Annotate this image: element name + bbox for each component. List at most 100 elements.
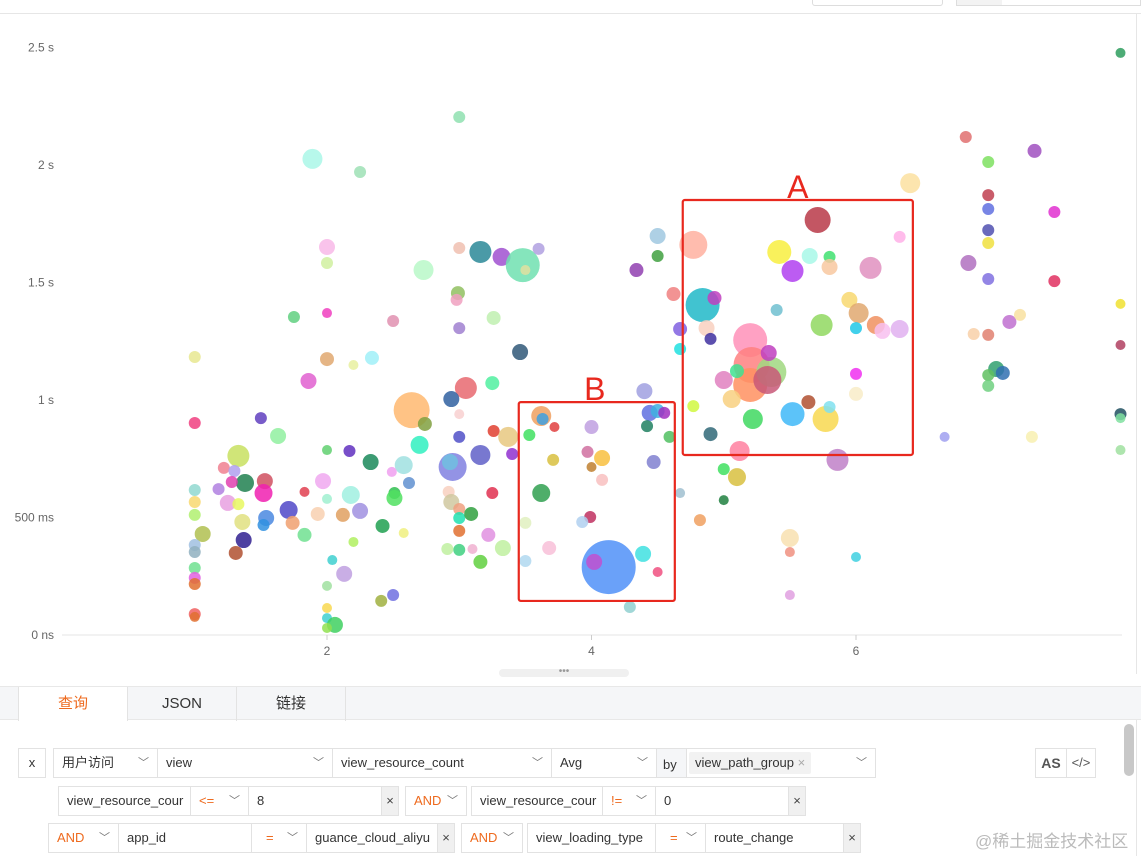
filter-operator[interactable]: <= ﹀ bbox=[190, 786, 249, 816]
filter-operator[interactable]: != ﹀ bbox=[602, 786, 656, 816]
bubble-point bbox=[982, 155, 995, 168]
bubble-point bbox=[188, 417, 201, 430]
bubble-point bbox=[780, 402, 805, 427]
bubble-point bbox=[826, 448, 849, 471]
y-tick-label: 2 s bbox=[38, 158, 54, 172]
chevron-down-icon: ﹀ bbox=[503, 832, 514, 844]
bubble-point bbox=[1002, 314, 1017, 329]
bubble-point bbox=[849, 386, 863, 401]
filter-field[interactable]: app_id bbox=[118, 823, 252, 853]
bubble-point bbox=[453, 111, 466, 124]
bubble-point bbox=[623, 601, 636, 614]
bubble-point bbox=[486, 487, 499, 500]
y-tick-label: 1 s bbox=[38, 393, 54, 407]
remove-query-button[interactable]: x bbox=[18, 748, 46, 778]
bubble-point bbox=[636, 383, 653, 400]
bubble-point bbox=[441, 542, 454, 555]
bubble-point bbox=[287, 311, 300, 324]
tag-close-icon[interactable]: × bbox=[797, 755, 806, 770]
bubble-point bbox=[549, 422, 560, 433]
bubble-point bbox=[235, 532, 252, 549]
filter-value[interactable]: 8 bbox=[248, 786, 382, 816]
bubble-point bbox=[319, 239, 335, 256]
bubble-point bbox=[581, 540, 636, 595]
bubble-point bbox=[850, 367, 862, 380]
filter-operator[interactable]: = ﹀ bbox=[655, 823, 706, 853]
bubble-point bbox=[982, 328, 995, 341]
bubble-point bbox=[188, 484, 201, 497]
bubble-point bbox=[467, 543, 478, 554]
bubble-point bbox=[893, 230, 906, 243]
bubble-point bbox=[995, 365, 1010, 380]
operator-value: = bbox=[266, 830, 274, 845]
bubble-point bbox=[673, 322, 688, 337]
filter-conjunction[interactable]: AND ﹀ bbox=[48, 823, 119, 853]
bubble-point bbox=[859, 256, 882, 279]
filter-clear-button[interactable]: × bbox=[437, 823, 455, 853]
aggregate-select[interactable]: Avg ﹀ bbox=[551, 748, 657, 778]
filter-clear-button[interactable]: × bbox=[788, 786, 806, 816]
resize-handle[interactable]: ••• bbox=[499, 667, 629, 677]
chevron-down-icon: ﹀ bbox=[313, 757, 324, 769]
bubble-point bbox=[742, 409, 763, 430]
filter-conjunction[interactable]: AND ﹀ bbox=[461, 823, 523, 853]
bubble-point bbox=[387, 315, 400, 328]
filter-value[interactable]: route_change bbox=[705, 823, 844, 853]
bubble-point bbox=[453, 430, 466, 443]
filter-clear-button[interactable]: × bbox=[381, 786, 399, 816]
scrollbar[interactable] bbox=[1124, 724, 1134, 776]
bubble-point bbox=[1115, 298, 1126, 309]
bubble-point bbox=[542, 541, 557, 556]
bubble-point bbox=[188, 578, 201, 591]
tab-link[interactable]: 链接 bbox=[237, 687, 346, 721]
as-button[interactable]: AS bbox=[1035, 748, 1067, 778]
filter-clear-button[interactable]: × bbox=[843, 823, 861, 853]
filter-operator[interactable]: = ﹀ bbox=[251, 823, 307, 853]
filter-conjunction[interactable]: AND ﹀ bbox=[405, 786, 467, 816]
field-select[interactable]: view_resource_count ﹀ bbox=[332, 748, 552, 778]
bubble-point bbox=[753, 366, 782, 395]
bubble-point bbox=[188, 546, 201, 559]
bubble-point bbox=[227, 444, 250, 467]
bubble-point bbox=[821, 258, 838, 275]
conj-value: AND bbox=[414, 793, 442, 808]
bubble-point bbox=[729, 440, 750, 461]
bubble-point bbox=[300, 372, 317, 389]
bubble-point bbox=[450, 293, 463, 306]
measurement-select[interactable]: view ﹀ bbox=[157, 748, 333, 778]
code-icon[interactable]: </> bbox=[1066, 748, 1096, 778]
bubble-point bbox=[1115, 445, 1126, 456]
bubble-point bbox=[194, 525, 211, 542]
bubble-point bbox=[453, 503, 466, 516]
filter-field[interactable]: view_resource_cour bbox=[58, 786, 191, 816]
filter-field[interactable]: view_loading_type bbox=[527, 823, 656, 853]
group-by-select[interactable]: view_path_group × ﹀ bbox=[686, 748, 876, 778]
tab-query[interactable]: 查询 bbox=[18, 687, 128, 721]
source-select[interactable]: 用户访问 ﹀ bbox=[53, 748, 158, 778]
bubble-point bbox=[596, 473, 609, 486]
toolbar-input-group[interactable] bbox=[956, 0, 1141, 6]
source-value: 用户访问 bbox=[62, 755, 115, 770]
bubble-point bbox=[801, 247, 818, 264]
bubble-point bbox=[890, 320, 909, 339]
tab-json[interactable]: JSON bbox=[128, 687, 237, 721]
bubble-point bbox=[469, 240, 492, 263]
filter-value[interactable]: guance_cloud_aliyu bbox=[306, 823, 438, 853]
bubble-point bbox=[310, 506, 325, 521]
chevron-down-icon: ﹀ bbox=[229, 795, 240, 807]
bubble-point bbox=[322, 445, 332, 456]
bubble-point bbox=[322, 622, 332, 633]
toolbar-input[interactable] bbox=[812, 0, 943, 6]
filter-value[interactable]: 0 bbox=[655, 786, 789, 816]
y-tick-label: 0 ns bbox=[31, 628, 54, 642]
bubble-point bbox=[481, 527, 496, 542]
bubble-point bbox=[188, 508, 201, 521]
bubble-point bbox=[780, 528, 799, 547]
by-label: by bbox=[656, 748, 687, 778]
bubble-point bbox=[236, 473, 255, 492]
bubble-point bbox=[729, 364, 744, 379]
bubble-point bbox=[519, 554, 532, 567]
filter-field[interactable]: view_resource_cour bbox=[471, 786, 603, 816]
bubble-point bbox=[519, 516, 532, 529]
annotation-label: A bbox=[787, 169, 809, 205]
